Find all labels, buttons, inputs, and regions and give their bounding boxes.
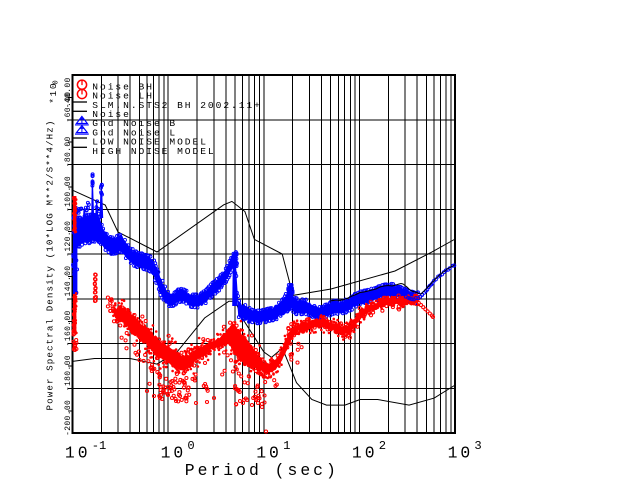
svg-text:Period (sec): Period (sec) [185,461,339,480]
svg-text:*10: *10 [48,82,59,104]
svg-text:HIGH NOISE MODEL: HIGH NOISE MODEL [92,146,215,157]
svg-text:-200.00: -200.00 [64,400,73,436]
svg-text:Noise BH: Noise BH [92,81,154,92]
svg-text:10: 10 [65,443,91,462]
svg-text:-120.00: -120.00 [64,221,73,257]
svg-text:SLM.N.STS2 BH 2002.11+: SLM.N.STS2 BH 2002.11+ [92,100,262,111]
svg-text:3: 3 [474,439,481,453]
svg-text:10: 10 [352,443,378,462]
svg-text:10: 10 [256,443,282,462]
svg-text:-140.00: -140.00 [64,266,73,302]
svg-text:0: 0 [187,439,194,453]
svg-text:Noise: Noise [92,109,131,120]
svg-text:Power Spectral Density (10*LOG: Power Spectral Density (10*LOG M**2/S**4… [44,120,55,411]
svg-text:-80.00: -80.00 [64,136,73,167]
svg-text:10: 10 [448,443,474,462]
svg-text:-160.00: -160.00 [64,310,73,346]
svg-text:2: 2 [379,439,386,453]
svg-text:-1: -1 [92,439,107,453]
svg-text:-40.00: -40.00 [64,77,73,108]
svg-text:-60.00: -60.00 [64,92,73,123]
svg-text:Gnd Noise B: Gnd Noise B [92,118,177,129]
svg-text:-100.00: -100.00 [64,176,73,212]
svg-text:Noise LH: Noise LH [92,91,154,102]
svg-text:Gnd Noise L: Gnd Noise L [92,127,177,138]
svg-text:LOW NOISE MODEL: LOW NOISE MODEL [92,137,208,148]
svg-text:0: 0 [52,80,60,84]
svg-text:1: 1 [283,439,290,453]
svg-text:10: 10 [161,443,187,462]
svg-text:-180.00: -180.00 [64,355,73,391]
